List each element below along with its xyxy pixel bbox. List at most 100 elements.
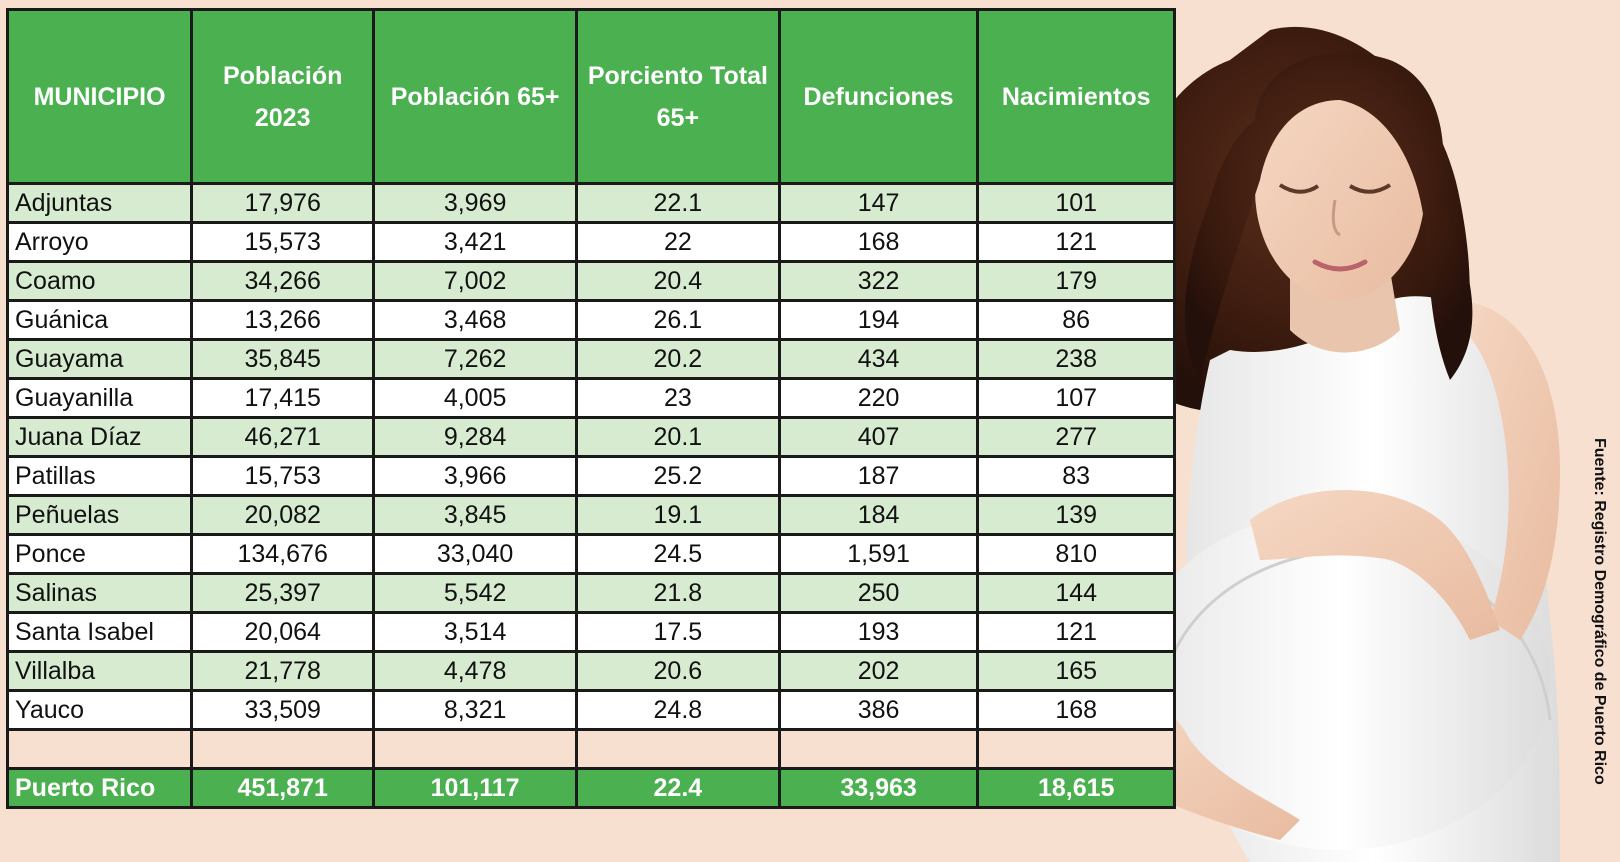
cell-porciento-65: 20.1	[574, 416, 781, 458]
cell-nacimientos: 121	[976, 611, 1176, 653]
cell-municipio: Yauco	[5, 689, 194, 731]
cell-nacimientos: 238	[976, 338, 1176, 380]
cell-municipio: Ponce	[5, 533, 194, 575]
spacer-cell	[777, 728, 980, 770]
cell-defunciones: 220	[777, 377, 980, 419]
cell-municipio: Peñuelas	[5, 494, 194, 536]
header-poblacion-65: Población 65+	[372, 8, 578, 185]
cell-poblacion-65: 5,542	[372, 572, 578, 614]
cell-defunciones: 147	[777, 182, 980, 224]
header-porciento-65: Porciento Total 65+	[574, 8, 781, 185]
table-row: Salinas 25,397 5,542 21.8 250 144	[5, 572, 1176, 614]
cell-poblacion-2023: 35,845	[190, 338, 376, 380]
cell-porciento-65: 26.1	[574, 299, 781, 341]
cell-nacimientos: 121	[976, 221, 1176, 263]
cell-poblacion-2023: 33,509	[190, 689, 376, 731]
cell-municipio: Guánica	[5, 299, 194, 341]
cell-nacimientos: 179	[976, 260, 1176, 302]
cell-nacimientos: 144	[976, 572, 1176, 614]
cell-defunciones: 168	[777, 221, 980, 263]
cell-porciento-65: 20.4	[574, 260, 781, 302]
table-row: Ponce 134,676 33,040 24.5 1,591 810	[5, 533, 1176, 575]
cell-defunciones: 434	[777, 338, 980, 380]
table-row: Coamo 34,266 7,002 20.4 322 179	[5, 260, 1176, 302]
table-row: Yauco 33,509 8,321 24.8 386 168	[5, 689, 1176, 731]
cell-poblacion-65: 4,005	[372, 377, 578, 419]
cell-poblacion-65: 3,468	[372, 299, 578, 341]
cell-poblacion-65: 3,845	[372, 494, 578, 536]
cell-defunciones: 407	[777, 416, 980, 458]
cell-defunciones: 194	[777, 299, 980, 341]
cell-defunciones: 322	[777, 260, 980, 302]
cell-municipio: Salinas	[5, 572, 194, 614]
header-poblacion-2023: Población 2023	[190, 8, 376, 185]
cell-poblacion-2023: 15,573	[190, 221, 376, 263]
municipality-demographics-table: MUNICIPIO Población 2023 Población 65+ P…	[5, 8, 1176, 809]
source-credit: Fuente: Registro Demográfico de Puerto R…	[1591, 438, 1608, 785]
cell-municipio: Arroyo	[5, 221, 194, 263]
cell-nacimientos: 139	[976, 494, 1176, 536]
table-row: Adjuntas 17,976 3,969 22.1 147 101	[5, 182, 1176, 224]
table-row: Guayanilla 17,415 4,005 23 220 107	[5, 377, 1176, 419]
cell-defunciones: 187	[777, 455, 980, 497]
total-nacimientos: 18,615	[976, 767, 1176, 809]
cell-municipio: Coamo	[5, 260, 194, 302]
header-municipio: MUNICIPIO	[5, 8, 194, 185]
cell-nacimientos: 101	[976, 182, 1176, 224]
table-row: Guánica 13,266 3,468 26.1 194 86	[5, 299, 1176, 341]
cell-poblacion-2023: 20,064	[190, 611, 376, 653]
cell-nacimientos: 810	[976, 533, 1176, 575]
table-row: Santa Isabel 20,064 3,514 17.5 193 121	[5, 611, 1176, 653]
table-total-row: Puerto Rico 451,871 101,117 22.4 33,963 …	[5, 767, 1176, 809]
cell-poblacion-2023: 46,271	[190, 416, 376, 458]
cell-defunciones: 184	[777, 494, 980, 536]
cell-poblacion-2023: 17,415	[190, 377, 376, 419]
cell-porciento-65: 20.6	[574, 650, 781, 692]
cell-nacimientos: 168	[976, 689, 1176, 731]
total-porciento-65: 22.4	[574, 767, 781, 809]
table-row: Peñuelas 20,082 3,845 19.1 184 139	[5, 494, 1176, 536]
cell-poblacion-65: 8,321	[372, 689, 578, 731]
cell-nacimientos: 107	[976, 377, 1176, 419]
cell-poblacion-65: 7,262	[372, 338, 578, 380]
cell-poblacion-2023: 34,266	[190, 260, 376, 302]
table-row: Arroyo 15,573 3,421 22 168 121	[5, 221, 1176, 263]
cell-poblacion-65: 3,969	[372, 182, 578, 224]
cell-defunciones: 202	[777, 650, 980, 692]
cell-municipio: Santa Isabel	[5, 611, 194, 653]
cell-defunciones: 250	[777, 572, 980, 614]
cell-poblacion-65: 3,514	[372, 611, 578, 653]
table-header-row: MUNICIPIO Población 2023 Población 65+ P…	[5, 8, 1176, 185]
cell-poblacion-2023: 25,397	[190, 572, 376, 614]
spacer-cell	[976, 728, 1176, 770]
cell-municipio: Guayanilla	[5, 377, 194, 419]
cell-poblacion-65: 33,040	[372, 533, 578, 575]
cell-defunciones: 193	[777, 611, 980, 653]
cell-municipio: Guayama	[5, 338, 194, 380]
cell-poblacion-2023: 15,753	[190, 455, 376, 497]
cell-nacimientos: 165	[976, 650, 1176, 692]
cell-municipio: Villalba	[5, 650, 194, 692]
cell-poblacion-2023: 13,266	[190, 299, 376, 341]
cell-municipio: Juana Díaz	[5, 416, 194, 458]
table-spacer-row	[5, 728, 1176, 770]
cell-porciento-65: 24.5	[574, 533, 781, 575]
cell-poblacion-2023: 20,082	[190, 494, 376, 536]
cell-municipio: Adjuntas	[5, 182, 194, 224]
spacer-cell	[190, 728, 376, 770]
cell-porciento-65: 23	[574, 377, 781, 419]
cell-municipio: Patillas	[5, 455, 194, 497]
total-defunciones: 33,963	[777, 767, 980, 809]
cell-nacimientos: 86	[976, 299, 1176, 341]
cell-poblacion-2023: 134,676	[190, 533, 376, 575]
cell-porciento-65: 20.2	[574, 338, 781, 380]
header-nacimientos: Nacimientos	[976, 8, 1176, 185]
cell-poblacion-65: 3,966	[372, 455, 578, 497]
cell-porciento-65: 21.8	[574, 572, 781, 614]
cell-poblacion-65: 3,421	[372, 221, 578, 263]
total-label: Puerto Rico	[5, 767, 194, 809]
cell-porciento-65: 22	[574, 221, 781, 263]
cell-poblacion-65: 9,284	[372, 416, 578, 458]
cell-porciento-65: 25.2	[574, 455, 781, 497]
cell-nacimientos: 83	[976, 455, 1176, 497]
